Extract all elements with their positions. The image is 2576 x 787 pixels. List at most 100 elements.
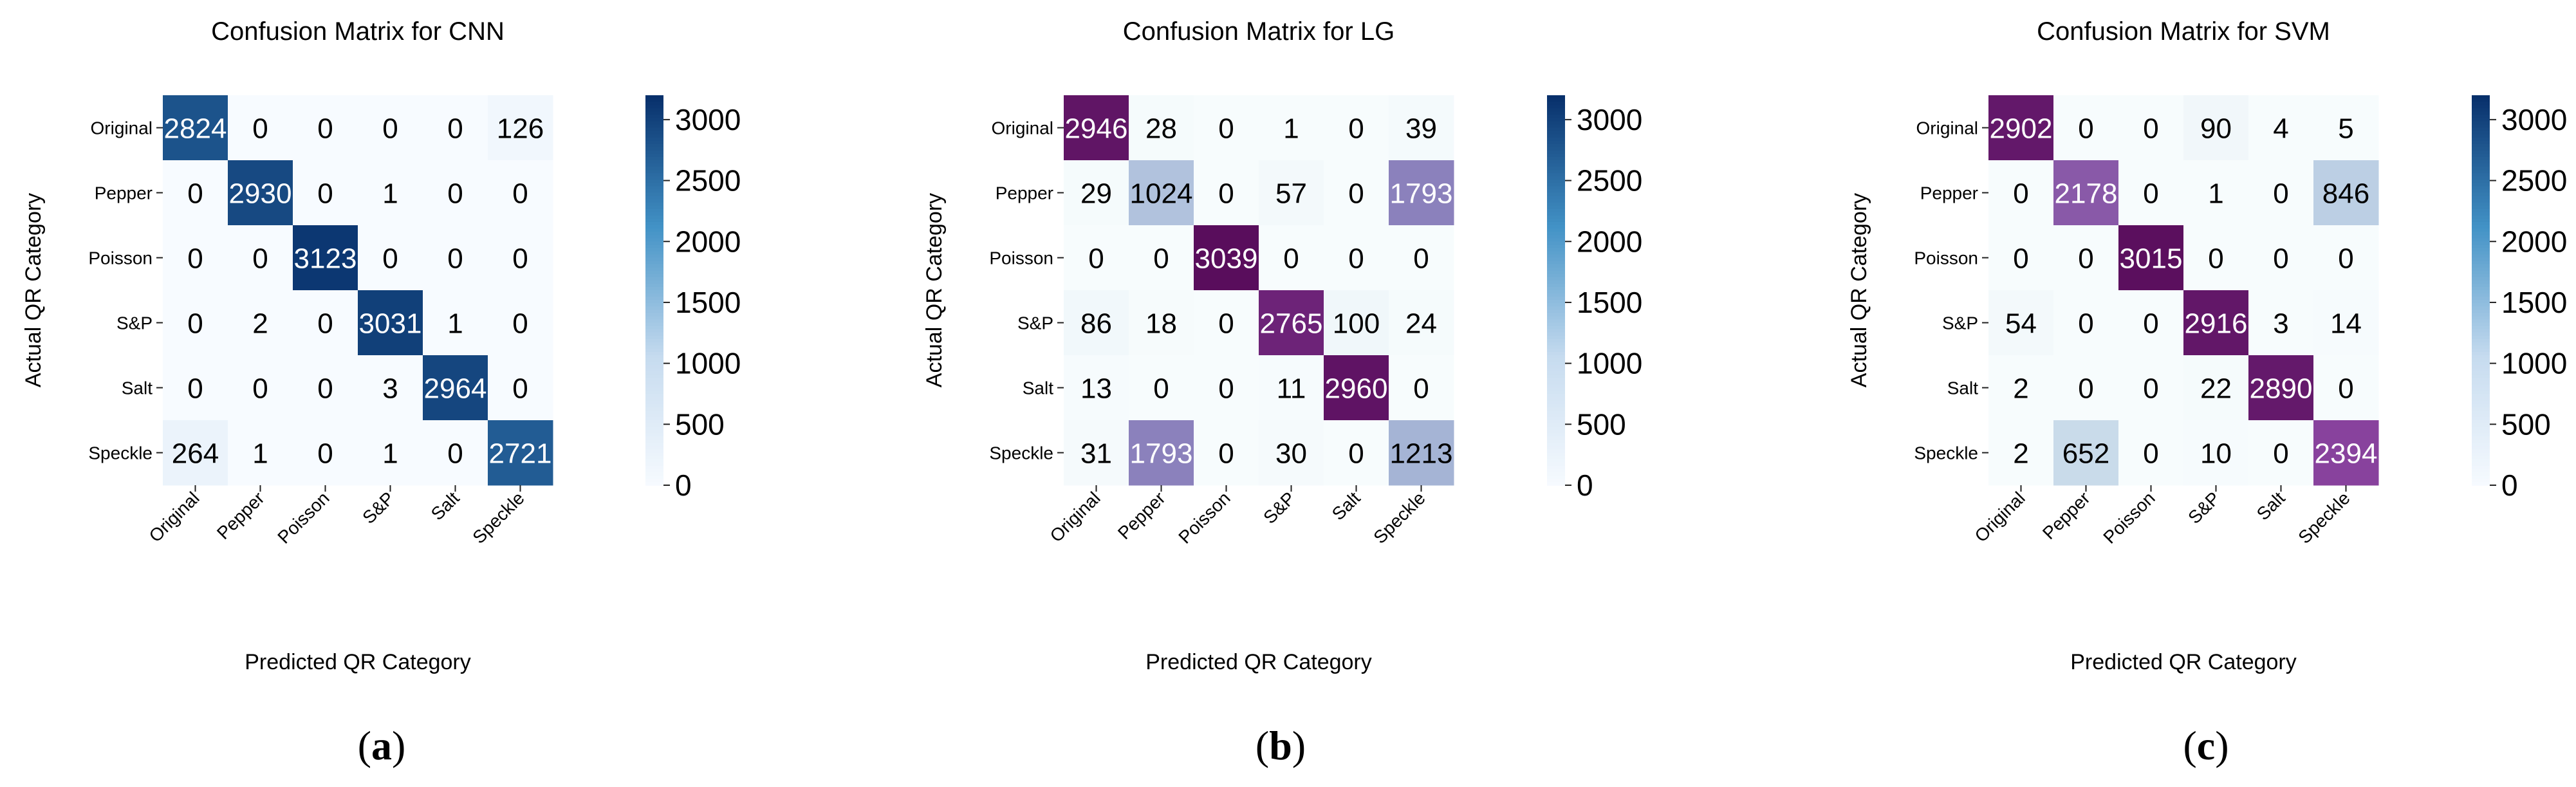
colorbar-segment: [645, 173, 663, 178]
heatmap-cell: [2118, 95, 2184, 161]
cell-label: 0: [512, 308, 528, 340]
colorbar-segment: [1547, 98, 1565, 102]
cell-label: 1: [252, 438, 268, 470]
colorbar-segment: [645, 251, 663, 255]
heatmap-cell: [1129, 95, 1194, 161]
colorbar-segment: [1547, 261, 1565, 265]
colorbar-segment: [1547, 465, 1565, 470]
colorbar-segment: [1547, 270, 1565, 275]
colorbar-segment: [2472, 322, 2490, 327]
x-tick-label: Speckle: [2294, 488, 2353, 547]
heatmap-cell: [1259, 420, 1324, 486]
colorbar-segment: [645, 322, 663, 327]
heatmap-cell: [2183, 160, 2249, 226]
colorbar-segment: [645, 167, 663, 171]
colorbar-tick-label: 500: [1577, 407, 1626, 441]
heatmap-cell: [1064, 355, 1129, 421]
colorbar-segment: [2472, 124, 2490, 129]
colorbar-segment: [1547, 173, 1565, 178]
colorbar-segment: [1547, 365, 1565, 369]
y-tick-label: Pepper: [996, 183, 1053, 203]
heatmap-cell: [1389, 160, 1454, 226]
colorbar-segment: [2472, 313, 2490, 317]
colorbar-segment: [1547, 156, 1565, 161]
colorbar-segment: [1547, 446, 1565, 450]
heatmap-cell: [488, 160, 553, 226]
colorbar-segment: [2472, 459, 2490, 463]
colorbar-segment: [1547, 176, 1565, 181]
colorbar-segment: [1547, 342, 1565, 346]
heatmap-cell: [358, 225, 423, 291]
colorbar-tick-label: 1000: [675, 347, 741, 380]
cell-label: 1213: [1390, 438, 1453, 470]
colorbar-segment: [645, 286, 663, 291]
colorbar-segment: [645, 115, 663, 119]
colorbar-tick-label: 2500: [1577, 164, 1642, 198]
heatmap-cell: [423, 95, 488, 161]
colorbar-segment: [2472, 111, 2490, 116]
cell-label: 0: [447, 243, 463, 275]
colorbar-segment: [1547, 134, 1565, 138]
heatmap-cell: [2248, 160, 2314, 226]
x-tick-label: S&P: [2184, 488, 2224, 528]
colorbar-segment: [1547, 137, 1565, 142]
colorbar-segment: [645, 368, 663, 373]
heatmap-cell: [228, 355, 293, 421]
colorbar-segment: [2472, 378, 2490, 382]
cell-label: 3: [2273, 308, 2288, 340]
colorbar-segment: [2472, 186, 2490, 190]
colorbar-segment: [645, 465, 663, 470]
colorbar-segment: [2472, 257, 2490, 262]
cell-label: 2: [252, 308, 268, 340]
cell-label: 24: [1405, 308, 1437, 340]
colorbar-segment: [1547, 481, 1565, 486]
colorbar-tick-label: 3000: [675, 103, 741, 136]
heatmap-cell: [2053, 420, 2119, 486]
cell-label: 0: [2338, 373, 2353, 405]
cell-label: 0: [2143, 113, 2158, 145]
colorbar-segment: [2472, 443, 2490, 447]
colorbar-tick-label: 500: [2501, 407, 2551, 441]
cell-label: 126: [497, 113, 544, 145]
subfigure-label: (c): [2183, 723, 2229, 768]
heatmap-cell: [1129, 160, 1194, 226]
colorbar-segment: [2472, 160, 2490, 164]
colorbar-segment: [645, 215, 663, 219]
colorbar-segment: [2472, 371, 2490, 376]
heatmap-cell: [1259, 355, 1324, 421]
colorbar-segment: [645, 326, 663, 330]
colorbar-segment: [645, 150, 663, 154]
colorbar-segment: [2472, 332, 2490, 337]
y-tick-label: Salt: [122, 378, 153, 398]
heatmap-cell: [293, 420, 358, 486]
heatmap-cell: [1194, 95, 1259, 161]
colorbar-segment: [1547, 144, 1565, 148]
colorbar-segment: [2472, 173, 2490, 178]
colorbar-segment: [645, 394, 663, 398]
colorbar-segment: [1547, 248, 1565, 252]
cell-label: 0: [1218, 308, 1234, 340]
cell-label: 2394: [2315, 438, 2378, 470]
cell-label: 57: [1275, 178, 1307, 210]
colorbar-segment: [645, 238, 663, 243]
colorbar-segment: [1547, 205, 1565, 210]
colorbar-segment: [1547, 322, 1565, 327]
y-tick-label: Original: [91, 118, 153, 138]
heatmap-cell: [488, 420, 553, 486]
colorbar-segment: [1547, 221, 1565, 226]
colorbar-segment: [645, 403, 663, 408]
y-tick-label: Pepper: [95, 183, 153, 203]
colorbar-segment: [645, 420, 663, 424]
colorbar-segment: [1547, 167, 1565, 171]
colorbar-segment: [645, 358, 663, 362]
colorbar-segment: [645, 121, 663, 125]
colorbar-segment: [2472, 427, 2490, 431]
cell-label: 31: [1080, 438, 1112, 470]
cell-label: 0: [1153, 243, 1169, 275]
cell-label: 0: [1413, 243, 1429, 275]
colorbar-segment: [1547, 95, 1565, 99]
colorbar-segment: [2472, 264, 2490, 268]
cell-label: 2: [2013, 373, 2028, 405]
heatmap-cell: [163, 225, 228, 291]
